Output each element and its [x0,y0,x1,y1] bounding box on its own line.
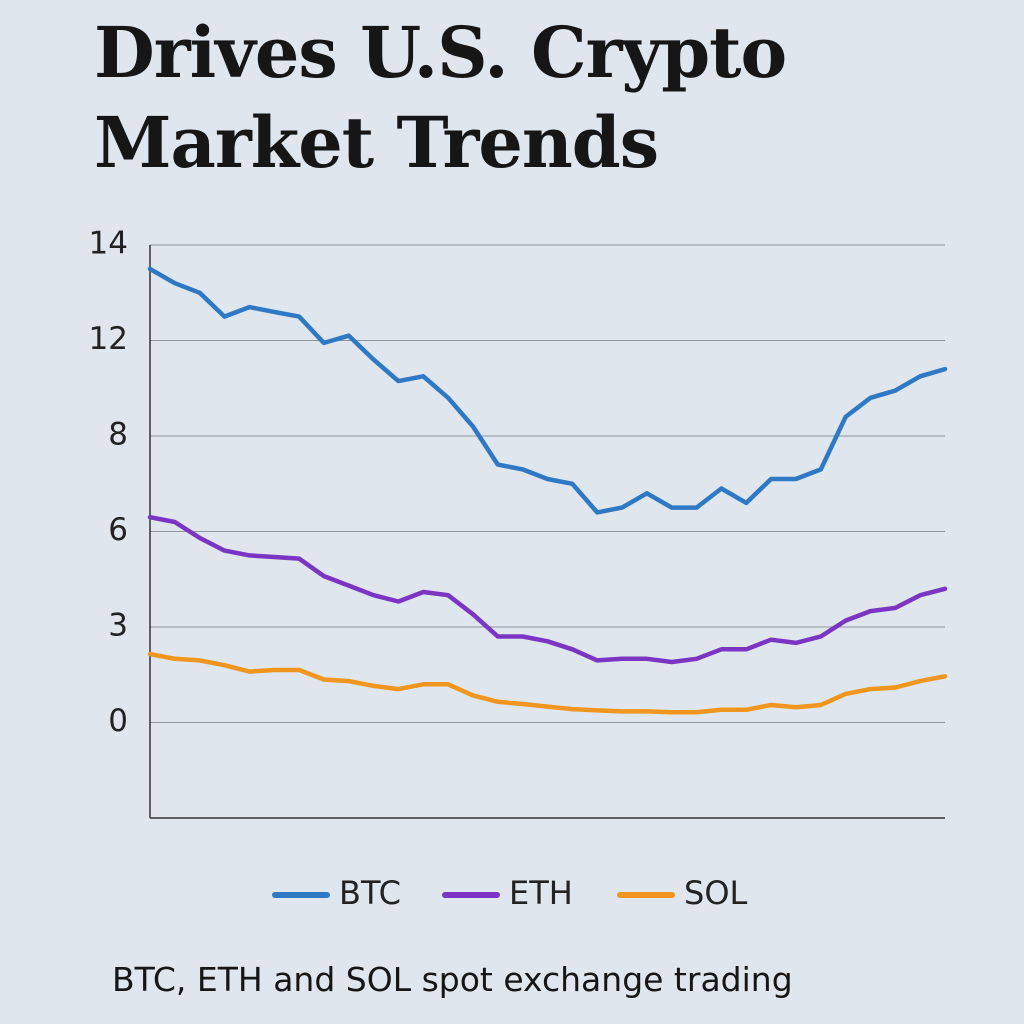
legend-label: ETH [509,874,573,912]
y-tick-label: 6 [108,512,128,548]
legend-label: BTC [339,874,401,912]
line-series [147,266,948,515]
y-tick-label: 3 [108,608,128,644]
y-tick-label: 0 [108,703,128,739]
line-series [147,651,948,715]
y-tick-label: 14 [89,226,128,262]
y-tick-label: 12 [89,321,128,357]
line-series [147,514,948,665]
chart-subtitle: BTC, ETH and SOL spot exchange trading [112,960,793,999]
y-tick-label: 8 [108,417,128,453]
legend-label: SOL [684,874,748,912]
chart-title: Drives U.S. Crypto Market Trends [94,11,787,184]
